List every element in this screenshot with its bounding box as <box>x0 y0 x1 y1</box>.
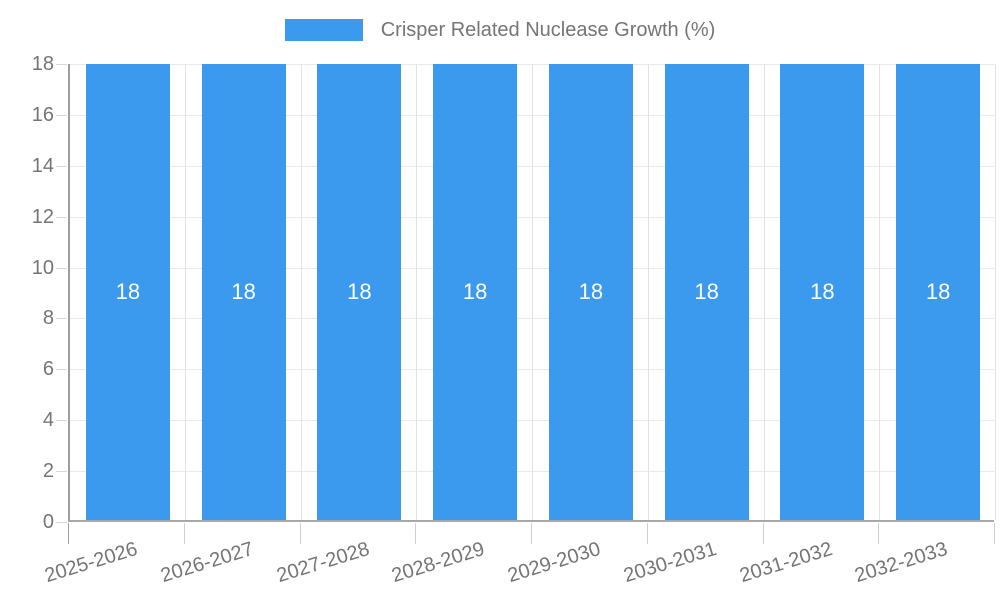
bar[interactable]: 18 <box>201 64 286 520</box>
gridline-vertical <box>416 64 418 520</box>
bar-value-label: 18 <box>347 279 372 304</box>
x-tick-mark <box>415 523 417 544</box>
x-tick-label: 2029-2030 <box>505 538 604 588</box>
x-tick-label: 2026-2027 <box>158 538 257 588</box>
bar-value-label: 18 <box>115 279 141 304</box>
y-tick-mark <box>56 471 67 473</box>
plot-area: 18 18 18 18 18 18 18 18 <box>68 64 996 522</box>
gridline-vertical <box>532 64 533 520</box>
y-tick-label: 16 <box>31 103 54 126</box>
bar[interactable]: 18 <box>896 64 981 520</box>
gridline-vertical <box>879 64 881 520</box>
y-tick-label: 18 <box>31 53 54 75</box>
y-tick-label: 2 <box>42 460 54 483</box>
x-tick-mark <box>299 523 301 544</box>
bar[interactable]: 18 <box>548 64 633 520</box>
bar[interactable]: 18 <box>85 64 170 520</box>
y-tick-mark <box>56 267 67 269</box>
x-tick-mark <box>994 523 995 544</box>
y-tick-label: 14 <box>31 154 54 177</box>
x-tick-label: 2028-2029 <box>389 538 488 588</box>
y-tick-label: 0 <box>42 511 54 533</box>
legend[interactable]: Crisper Related Nuclease Growth (%) <box>0 18 1000 42</box>
y-tick-label: 10 <box>31 256 54 279</box>
x-tick-label: 2030-2031 <box>621 538 720 588</box>
bar[interactable]: 18 <box>780 64 865 520</box>
y-tick-mark <box>56 216 67 218</box>
y-tick-label: 8 <box>42 307 54 330</box>
bar-value-label: 18 <box>462 279 488 304</box>
x-tick-mark <box>646 523 648 544</box>
x-tick-label: 2031-2032 <box>736 538 835 588</box>
bar[interactable]: 18 <box>664 64 749 520</box>
x-tick-mark <box>762 523 764 544</box>
bar-value-label: 18 <box>694 279 719 304</box>
y-tick-label: 12 <box>31 205 54 228</box>
x-tick-label: 2032-2033 <box>852 538 951 588</box>
y-tick-mark <box>56 420 67 422</box>
y-tick-mark <box>56 114 67 116</box>
y-tick-mark <box>56 522 67 523</box>
x-tick-mark <box>878 523 880 544</box>
gridline-vertical <box>995 64 996 520</box>
bar-value-label: 18 <box>810 279 835 304</box>
y-tick-mark <box>56 369 67 371</box>
x-tick-label: 2027-2028 <box>273 538 372 588</box>
gridline-vertical <box>647 64 649 520</box>
bar[interactable]: 18 <box>433 64 518 520</box>
x-tick-mark <box>183 523 185 544</box>
legend-label: Crisper Related Nuclease Growth (%) <box>380 19 716 41</box>
x-tick-label: 2025-2026 <box>42 538 141 588</box>
gridline-vertical <box>184 64 186 520</box>
gridline-vertical <box>763 64 765 520</box>
y-tick-label: 6 <box>42 358 54 381</box>
bar-value-label: 18 <box>231 279 256 304</box>
x-tick-mark <box>531 523 532 544</box>
bar-value-label: 18 <box>578 279 604 304</box>
legend-swatch-icon <box>284 19 363 41</box>
bar-value-label: 18 <box>925 279 951 304</box>
y-tick-mark <box>56 318 67 320</box>
y-tick-label: 4 <box>42 409 54 432</box>
x-tick-mark <box>68 523 69 544</box>
y-tick-mark <box>56 64 67 65</box>
y-tick-mark <box>56 165 67 167</box>
bar[interactable]: 18 <box>317 64 402 520</box>
gridline-vertical <box>300 64 302 520</box>
